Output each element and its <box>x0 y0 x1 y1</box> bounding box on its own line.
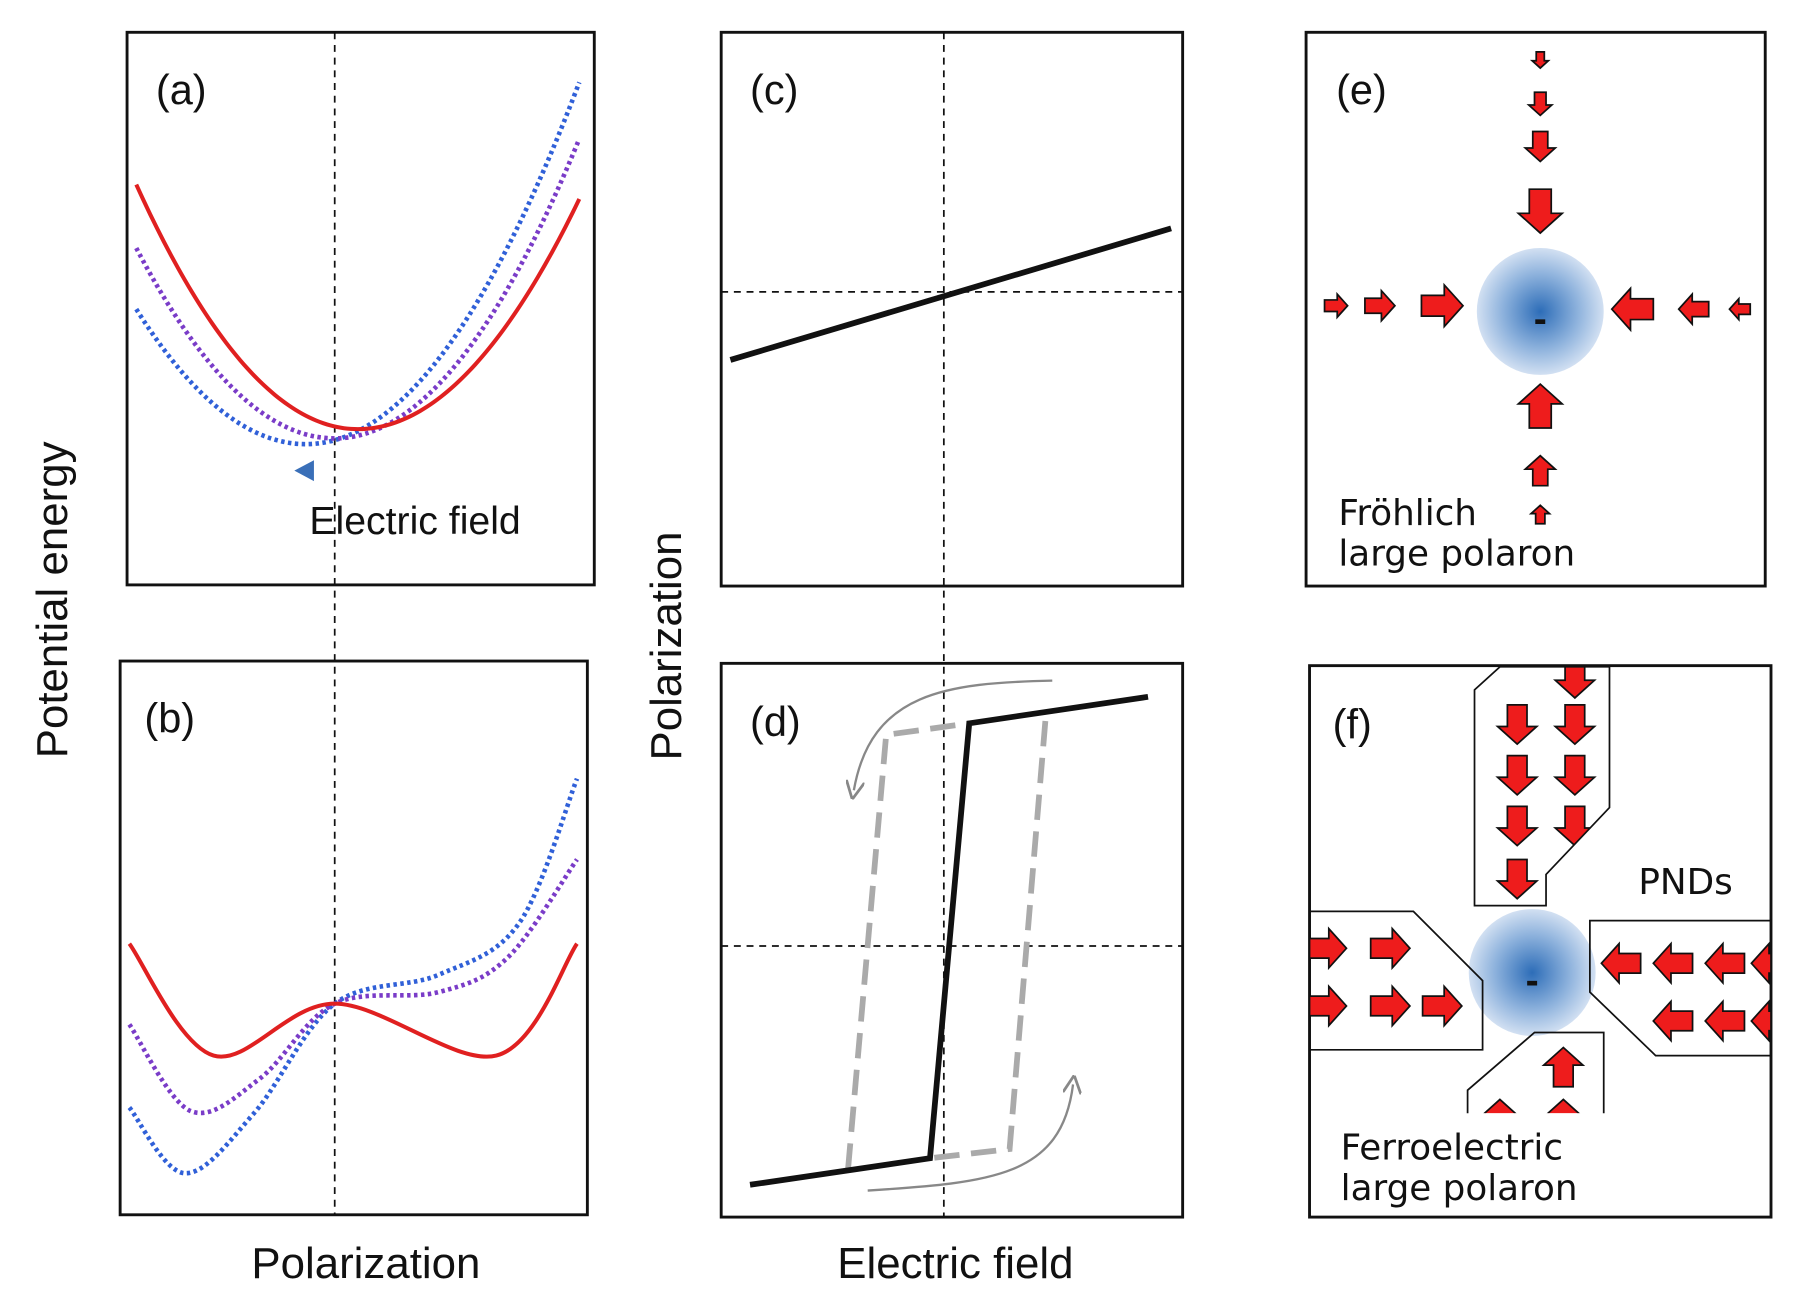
dipole-arrow <box>1495 805 1540 847</box>
hysteresis-branch <box>929 720 1049 1162</box>
caption: Fröhlich <box>1338 493 1477 534</box>
nano-domain <box>1309 926 1463 1028</box>
domain-wall <box>1466 1031 1605 1114</box>
energy-curve <box>134 183 582 432</box>
polaron-charge-cloud <box>1476 248 1604 375</box>
annotation: Electric field <box>309 499 520 543</box>
panel-a-frame <box>125 30 596 587</box>
dipole-arrow <box>1529 51 1551 70</box>
dipole-arrow <box>1553 666 1597 700</box>
dipole-arrow <box>1652 999 1694 1043</box>
charge-sign: - <box>1526 958 1539 1002</box>
domain-wall <box>1308 910 1484 1051</box>
dipole-arrow <box>1600 941 1642 986</box>
dipole-arrow <box>1323 291 1349 320</box>
sweep-arrow <box>854 679 1053 791</box>
dipole-arrow <box>1541 1098 1586 1114</box>
dipole-arrow <box>1516 188 1565 235</box>
energy-curve <box>134 81 582 447</box>
caption: large polaron <box>1338 533 1575 574</box>
x-axis-label: Polarization <box>251 1239 480 1288</box>
dipole-arrow <box>1553 805 1597 847</box>
dipole-arrow <box>1495 754 1540 797</box>
panel-label: (a) <box>156 66 207 113</box>
dipole-arrow <box>1553 704 1597 746</box>
dipole-arrow <box>1704 999 1746 1043</box>
dipole-arrow <box>1420 282 1465 329</box>
panel-b-frame <box>118 659 589 1217</box>
nano-domain <box>1478 1046 1586 1114</box>
panel-e-frame <box>1304 30 1767 588</box>
polaron-charge-cloud <box>1468 909 1596 1036</box>
field-arrowhead <box>294 460 314 482</box>
nano-domain <box>1495 666 1597 900</box>
caption: large polaron <box>1341 1168 1578 1209</box>
domain-wall <box>1589 919 1772 1057</box>
dipole-arrow <box>1421 984 1463 1028</box>
dipole-arrow <box>1523 454 1558 487</box>
dipole-arrow <box>1309 926 1348 971</box>
energy-curve <box>134 138 582 441</box>
dipole-arrow <box>1364 288 1397 323</box>
energy-curve <box>127 777 580 1176</box>
caption: Ferroelectric <box>1341 1127 1563 1168</box>
domain-wall <box>1473 665 1611 907</box>
panel-label: (c) <box>750 66 798 113</box>
dipole-arrow <box>1553 754 1597 797</box>
dipole-arrow <box>1541 1046 1586 1088</box>
dipole-arrow <box>1495 858 1540 900</box>
dipole-arrow <box>1677 291 1710 327</box>
dipole-arrow <box>1704 941 1746 986</box>
dipole-arrow <box>1750 941 1771 986</box>
dipole-arrow <box>1495 704 1540 746</box>
panel-label: (d) <box>750 698 801 745</box>
panel-label: (f) <box>1333 700 1372 747</box>
dipole-arrow <box>1610 286 1655 333</box>
dipole-arrow <box>1478 1098 1522 1114</box>
sweep-arrow <box>867 1084 1073 1192</box>
dipole-arrow <box>1369 984 1412 1028</box>
switching-curve <box>749 693 1149 1188</box>
energy-curve <box>127 858 579 1116</box>
panel-d-frame <box>719 661 1185 1219</box>
linear-response <box>729 225 1172 363</box>
panel-label: (b) <box>144 695 195 742</box>
panel-label: (e) <box>1336 66 1387 113</box>
region-label: PNDs <box>1638 862 1732 903</box>
x-axis-label: Electric field <box>837 1239 1073 1288</box>
energy-curve <box>127 942 579 1059</box>
dipole-arrow <box>1369 926 1412 971</box>
dipole-arrow <box>1750 999 1771 1043</box>
y-axis-label: Potential energy <box>28 441 77 758</box>
dipole-arrow <box>1728 296 1752 322</box>
nano-domain <box>1600 941 1771 1043</box>
charge-sign: - <box>1534 297 1547 341</box>
hysteresis-branch <box>845 720 970 1169</box>
y-axis-label: Polarization <box>642 532 691 761</box>
panel-c-frame <box>719 30 1185 588</box>
dipole-arrow <box>1526 91 1555 117</box>
dipole-arrow <box>1309 984 1348 1028</box>
dipole-arrow <box>1516 382 1565 429</box>
dipole-arrow <box>1652 941 1694 986</box>
dipole-arrow <box>1528 504 1552 525</box>
dipole-arrow <box>1523 130 1558 163</box>
